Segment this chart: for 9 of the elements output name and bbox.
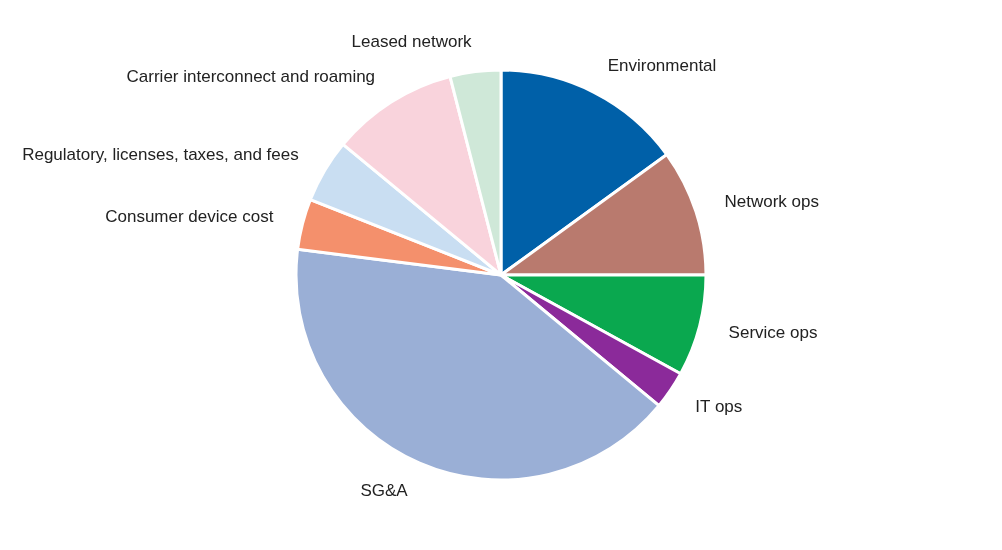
slice-label: Network ops [724,192,819,212]
slice-label: Service ops [728,323,818,343]
slice-label: Consumer device cost [105,206,274,226]
slice-label: IT ops [695,397,743,417]
slice-label: Carrier interconnect and roaming [126,66,376,86]
slice-label: Leased network [351,31,473,51]
slice-label: Environmental [607,55,717,75]
slice-label: SG&A [360,480,409,500]
slice-label: Regulatory, licenses, taxes, and fees [22,145,299,165]
